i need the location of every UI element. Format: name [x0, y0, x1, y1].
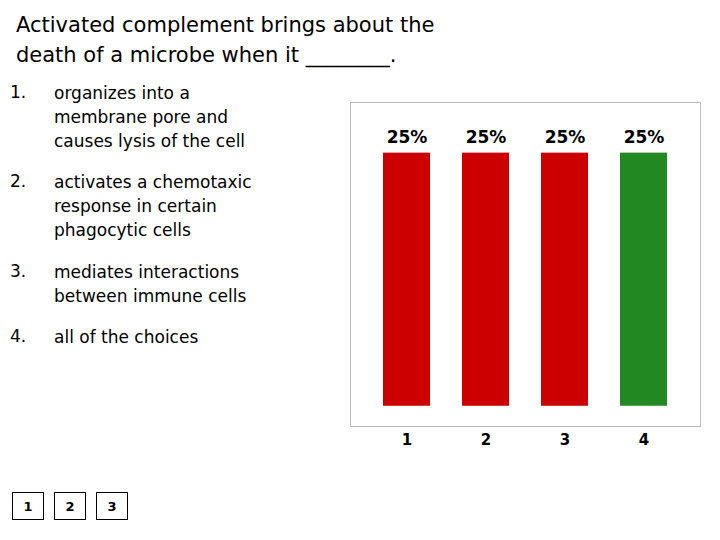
html-text:activates a chemotaxic: activates a chemotaxic — [54, 172, 252, 193]
html-text:between immune cells: between immune cells — [54, 285, 247, 306]
html-text:1: 1 — [23, 498, 33, 514]
html-text:Activated complement brings ab: Activated complement brings about the de… — [16, 13, 435, 68]
svg-text:3: 3 — [560, 431, 570, 449]
svg-text:4: 4 — [639, 431, 649, 449]
html-text:membrane pore and: membrane pore and — [54, 106, 229, 127]
svg-text:25%: 25% — [624, 127, 665, 147]
html-text:mediates interactions: mediates interactions — [54, 261, 240, 282]
html-text:causes lysis of the cell: causes lysis of the cell — [54, 130, 246, 151]
html-text:organizes into a: organizes into a — [54, 83, 190, 103]
svg-text:25%: 25% — [466, 127, 507, 147]
html-text:1.: 1. — [10, 82, 27, 102]
html-text:2: 2 — [65, 498, 75, 514]
svg-text:2: 2 — [481, 431, 491, 449]
svg-text:25%: 25% — [545, 127, 586, 147]
svg-text:25%: 25% — [387, 127, 428, 147]
svg-text:1: 1 — [402, 431, 412, 449]
html-text:phagocytic cells: phagocytic cells — [54, 220, 191, 240]
html-text:2.: 2. — [10, 171, 27, 192]
html-text:all of the choices: all of the choices — [54, 327, 199, 348]
html-text:3: 3 — [107, 498, 117, 514]
html-text:3.: 3. — [10, 260, 27, 281]
html-text:4.: 4. — [10, 326, 27, 347]
html-text:response in certain: response in certain — [54, 196, 217, 217]
